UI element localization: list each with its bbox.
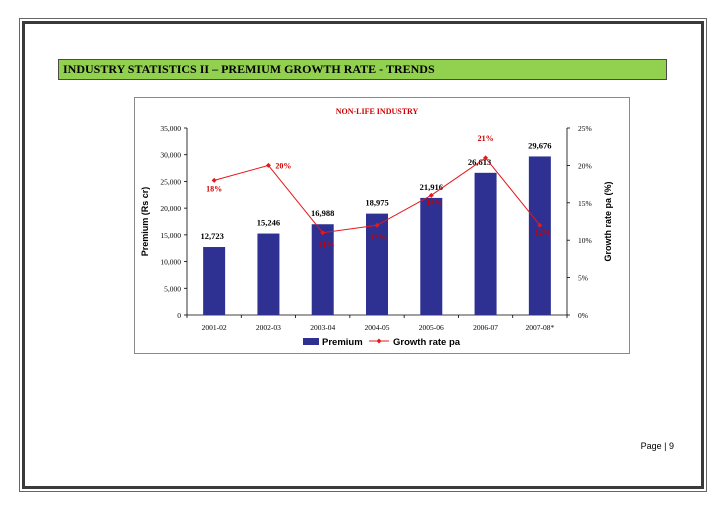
bar <box>257 233 280 315</box>
bar-value-label: 21,916 <box>420 182 443 192</box>
x-tick-label: 2006-07 <box>473 323 498 332</box>
growth-point <box>428 192 434 198</box>
legend-marker-growth <box>376 338 382 344</box>
growth-value-label: 20% <box>275 161 291 170</box>
x-tick-label: 2005-06 <box>419 323 444 332</box>
y2-tick-label: 15% <box>578 199 592 208</box>
growth-point <box>265 162 271 168</box>
legend-label-premium: Premium <box>322 337 363 348</box>
y-tick-label: 20,000 <box>160 204 181 213</box>
growth-value-label: 11% <box>319 241 335 250</box>
growth-value-label: 18% <box>206 184 222 193</box>
y-tick-label: 15,000 <box>160 231 181 240</box>
y-axis-title: Premium (Rs cr) <box>140 187 150 257</box>
x-tick-label: 2007-08* <box>525 323 554 332</box>
y-tick-label: 0 <box>177 311 181 320</box>
y-tick-label: 10,000 <box>160 258 181 267</box>
y2-tick-label: 0% <box>578 311 588 320</box>
page-number: Page | 9 <box>640 441 674 451</box>
y2-tick-label: 5% <box>578 274 588 283</box>
bar-value-label: 29,676 <box>528 140 551 150</box>
page-border-outer <box>19 18 707 492</box>
growth-point <box>483 155 489 161</box>
legend-swatch-premium <box>303 338 319 345</box>
y-tick-label: 30,000 <box>160 151 181 160</box>
bar <box>474 172 497 315</box>
y2-tick-label: 25% <box>578 124 592 133</box>
bar-value-label: 15,246 <box>257 218 280 228</box>
bar-value-label: 18,975 <box>365 198 388 208</box>
growth-value-label: 16% <box>426 198 442 207</box>
section-title: INDUSTRY STATISTICS II – PREMIUM GROWTH … <box>63 62 435 76</box>
y-tick-label: 25,000 <box>160 177 181 186</box>
x-tick-label: 2003-04 <box>310 323 335 332</box>
bar <box>311 224 334 315</box>
x-tick-label: 2004-05 <box>365 323 390 332</box>
chart-title: NON-LIFE INDUSTRY <box>336 107 419 116</box>
premium-growth-chart: NON-LIFE INDUSTRY 0 5,000 10,000 15,000 20,00… <box>140 107 613 348</box>
section-banner: INDUSTRY STATISTICS II – PREMIUM GROWTH … <box>58 59 667 80</box>
y2-tick-label: 10% <box>578 236 592 245</box>
bar <box>203 247 226 315</box>
growth-point <box>374 222 380 228</box>
bar <box>366 213 388 315</box>
y2-axis-title: Growth rate pa (%) <box>603 181 613 261</box>
bar-value-label: 12,723 <box>200 231 223 241</box>
growth-value-label: 21% <box>478 134 494 143</box>
y2-tick-label: 20% <box>578 161 592 170</box>
y-tick-label: 5,000 <box>164 284 181 293</box>
y-tick-label: 35,000 <box>160 124 181 133</box>
page-border-inner <box>22 21 704 489</box>
growth-point <box>211 177 217 183</box>
bar-value-label: 16,988 <box>311 208 334 218</box>
growth-point <box>320 230 326 236</box>
legend-label-growth: Growth rate pa <box>393 337 461 348</box>
growth-point <box>537 222 543 228</box>
growth-value-label: 12% <box>535 228 551 237</box>
bar <box>420 197 443 315</box>
x-tick-label: 2002-03 <box>256 323 281 332</box>
chart-container: NON-LIFE INDUSTRY 0 5,000 10,000 15,000 20,00… <box>134 97 630 354</box>
bar <box>528 156 551 315</box>
growth-value-label: 12% <box>370 233 386 242</box>
x-tick-label: 2001-02 <box>202 323 227 332</box>
